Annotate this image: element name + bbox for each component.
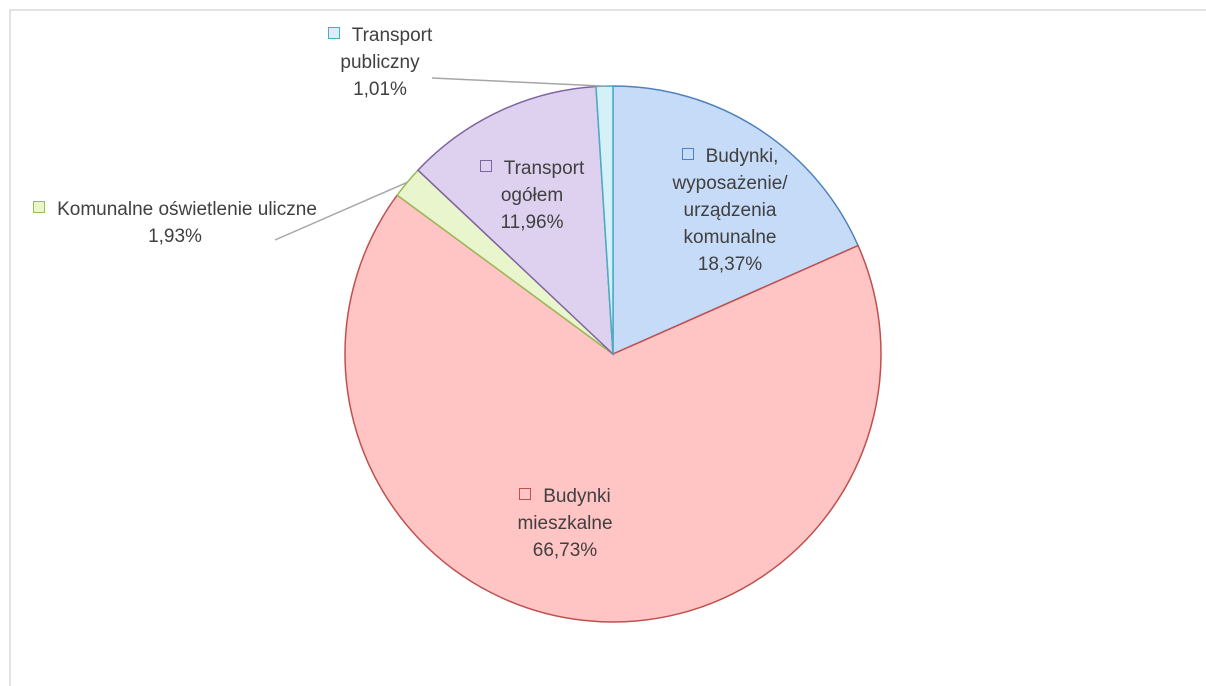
slice-label: Transport publiczny 1,01% bbox=[290, 22, 470, 103]
leader-line bbox=[274, 181, 408, 241]
category-label: Budynki, wyposażenie/ urządzenia komunal… bbox=[672, 146, 788, 248]
slice-label: Budynki mieszkalne 66,73% bbox=[480, 483, 650, 564]
category-label: Transport publiczny bbox=[340, 25, 433, 73]
legend-key bbox=[33, 201, 46, 213]
slice-label: Transport ogółem 11,96% bbox=[452, 155, 612, 236]
slice-label: Komunalne oświetlenie uliczne 1,93% bbox=[20, 196, 330, 250]
category-label: Budynki mieszkalne bbox=[517, 486, 613, 534]
pie-slice bbox=[595, 85, 614, 355]
pie-slice bbox=[612, 85, 860, 356]
slice-label: Budynki, wyposażenie/ urządzenia komunal… bbox=[640, 143, 820, 278]
legend-key bbox=[681, 148, 694, 160]
value-label: 18,37% bbox=[697, 254, 763, 275]
category-label: Komunalne oświetlenie uliczne bbox=[57, 199, 317, 220]
leader-line bbox=[431, 77, 605, 87]
pie-slice bbox=[416, 85, 614, 356]
value-label: 66,73% bbox=[532, 540, 598, 561]
legend-key bbox=[327, 27, 340, 39]
value-label: 1,93% bbox=[148, 226, 202, 247]
category-label: Transport ogółem bbox=[500, 158, 585, 206]
frame bbox=[9, 9, 1206, 686]
pie-slice bbox=[344, 194, 882, 623]
value-label: 11,96% bbox=[500, 212, 564, 233]
legend-key bbox=[519, 488, 532, 500]
legend-key bbox=[479, 160, 492, 172]
value-label: 1,01% bbox=[353, 79, 407, 100]
